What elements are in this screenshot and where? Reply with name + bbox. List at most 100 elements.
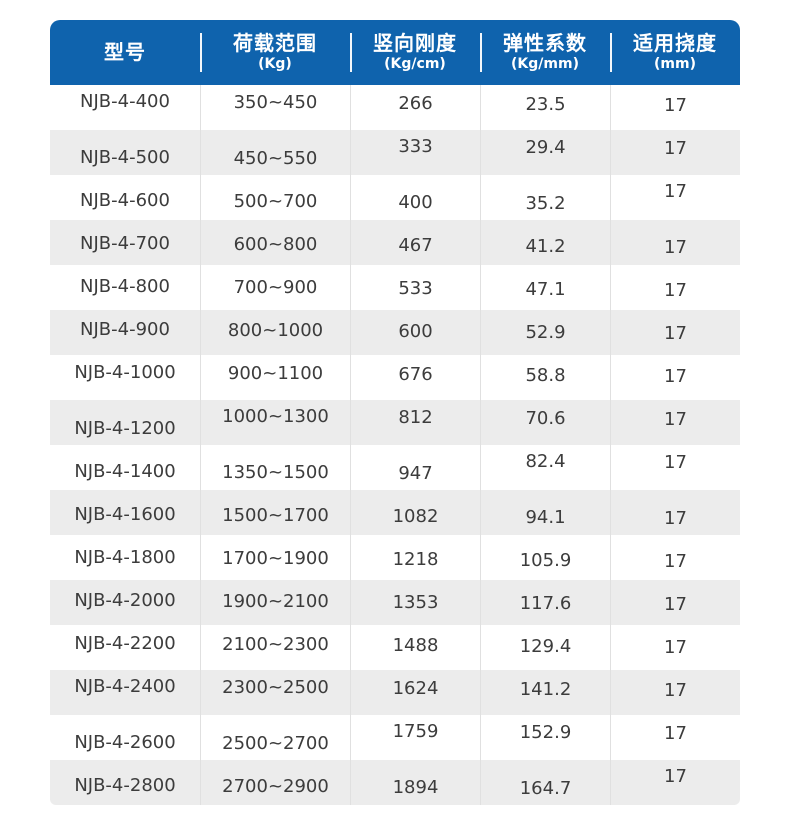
cell-model: NJB-4-2600 (50, 715, 200, 760)
table-row: NJB-4-900 800~1000 600 52.9 17 (50, 310, 740, 355)
table-row: NJB-4-2800 2700~2900 1894 164.7 17 (50, 760, 740, 805)
cell-value: 41.2 (525, 236, 566, 257)
cell-value: 350~450 (233, 92, 318, 113)
cell-vertical-stiffness: 600 (350, 310, 480, 355)
spec-table: 型号 荷载范围 (Kg) 竖向刚度 (Kg/cm) 弹性系数 (Kg/mm) 适用挠度 (mm)… (50, 20, 740, 805)
cell-value: NJB-4-1800 (74, 547, 176, 568)
cell-elastic-coefficient: 70.6 (480, 400, 610, 445)
cell-elastic-coefficient: 117.6 (480, 580, 610, 625)
cell-applicable-deflection: 17 (610, 400, 740, 445)
cell-elastic-coefficient: 47.1 (480, 265, 610, 310)
cell-load-range: 2500~2700 (200, 715, 350, 760)
table-row: NJB-4-800 700~900 533 47.1 17 (50, 265, 740, 310)
cell-value: 2500~2700 (222, 733, 329, 754)
cell-model: NJB-4-2000 (50, 580, 200, 625)
cell-value: 600~800 (233, 234, 318, 255)
table-body: NJB-4-400 350~450 266 23.5 17 NJB-4-500 450~55… (50, 85, 740, 805)
table-row: NJB-4-2400 2300~2500 1624 141.2 17 (50, 670, 740, 715)
cell-value: 141.2 (519, 679, 572, 700)
cell-vertical-stiffness: 1759 (350, 715, 480, 760)
table-row: NJB-4-1800 1700~1900 1218 105.9 17 (50, 535, 740, 580)
cell-applicable-deflection: 17 (610, 670, 740, 715)
cell-load-range: 2100~2300 (200, 625, 350, 670)
cell-value: 17 (664, 551, 687, 572)
cell-value: NJB-4-2800 (74, 775, 176, 796)
cell-value: NJB-4-2200 (74, 633, 176, 654)
header-cell-applicable-deflection: 适用挠度 (mm) (610, 20, 740, 85)
cell-load-range: 1000~1300 (200, 400, 350, 445)
cell-elastic-coefficient: 58.8 (480, 355, 610, 400)
cell-load-range: 1900~2100 (200, 580, 350, 625)
cell-value: 17 (664, 594, 687, 615)
cell-elastic-coefficient: 52.9 (480, 310, 610, 355)
header-cell-load-range: 荷载范围 (Kg) (200, 20, 350, 85)
cell-value: 17 (664, 323, 687, 344)
cell-applicable-deflection: 17 (610, 175, 740, 220)
cell-model: NJB-4-1600 (50, 490, 200, 535)
table-row: NJB-4-400 350~450 266 23.5 17 (50, 85, 740, 130)
cell-value: 129.4 (519, 636, 572, 657)
cell-value: NJB-4-800 (80, 276, 170, 297)
cell-value: 152.9 (519, 722, 572, 743)
cell-load-range: 900~1100 (200, 355, 350, 400)
header-title: 适用挠度 (633, 31, 717, 56)
cell-value: 17 (664, 508, 687, 529)
cell-value: 52.9 (525, 322, 566, 343)
cell-value: NJB-4-400 (80, 91, 170, 112)
cell-value: 17 (664, 237, 687, 258)
cell-value: 17 (664, 680, 687, 701)
cell-elastic-coefficient: 105.9 (480, 535, 610, 580)
cell-value: 533 (398, 278, 433, 299)
table-row: NJB-4-2600 2500~2700 1759 152.9 17 (50, 715, 740, 760)
cell-elastic-coefficient: 23.5 (480, 85, 610, 130)
cell-model: NJB-4-1400 (50, 445, 200, 490)
cell-load-range: 500~700 (200, 175, 350, 220)
cell-value: 1218 (392, 549, 439, 570)
cell-vertical-stiffness: 266 (350, 85, 480, 130)
cell-vertical-stiffness: 1218 (350, 535, 480, 580)
cell-value: 500~700 (233, 191, 318, 212)
cell-load-range: 1700~1900 (200, 535, 350, 580)
cell-value: NJB-4-1000 (74, 362, 176, 383)
cell-elastic-coefficient: 29.4 (480, 130, 610, 175)
header-unit: (mm) (654, 56, 696, 73)
cell-value: 812 (398, 407, 433, 428)
cell-value: 266 (398, 93, 433, 114)
table-row: NJB-4-1200 1000~1300 812 70.6 17 (50, 400, 740, 445)
cell-load-range: 2300~2500 (200, 670, 350, 715)
cell-value: NJB-4-1400 (74, 461, 176, 482)
cell-value: 1082 (392, 506, 439, 527)
cell-applicable-deflection: 17 (610, 310, 740, 355)
cell-load-range: 2700~2900 (200, 760, 350, 805)
cell-model: NJB-4-1000 (50, 355, 200, 400)
cell-value: 1700~1900 (222, 548, 329, 569)
cell-value: 47.1 (525, 279, 566, 300)
cell-value: 58.8 (525, 365, 566, 386)
table-row: NJB-4-2200 2100~2300 1488 129.4 17 (50, 625, 740, 670)
cell-value: 1900~2100 (222, 591, 329, 612)
cell-model: NJB-4-1800 (50, 535, 200, 580)
table-row: NJB-4-1600 1500~1700 1082 94.1 17 (50, 490, 740, 535)
cell-value: 17 (664, 181, 687, 202)
cell-value: 1488 (392, 635, 439, 656)
table-row: NJB-4-700 600~800 467 41.2 17 (50, 220, 740, 265)
cell-elastic-coefficient: 82.4 (480, 445, 610, 490)
cell-applicable-deflection: 17 (610, 265, 740, 310)
cell-load-range: 600~800 (200, 220, 350, 265)
cell-load-range: 700~900 (200, 265, 350, 310)
cell-value: 17 (664, 723, 687, 744)
cell-value: NJB-4-900 (80, 319, 170, 340)
cell-value: 467 (398, 235, 433, 256)
cell-value: 676 (398, 364, 433, 385)
cell-value: 164.7 (519, 778, 572, 799)
cell-vertical-stiffness: 400 (350, 175, 480, 220)
table-row: NJB-4-2000 1900~2100 1353 117.6 17 (50, 580, 740, 625)
cell-value: 900~1100 (227, 363, 324, 384)
cell-value: NJB-4-600 (80, 190, 170, 211)
cell-vertical-stiffness: 1353 (350, 580, 480, 625)
cell-value: 17 (664, 409, 687, 430)
cell-elastic-coefficient: 164.7 (480, 760, 610, 805)
cell-value: 2300~2500 (222, 677, 329, 698)
cell-value: NJB-4-1600 (74, 504, 176, 525)
cell-value: 2700~2900 (222, 776, 329, 797)
